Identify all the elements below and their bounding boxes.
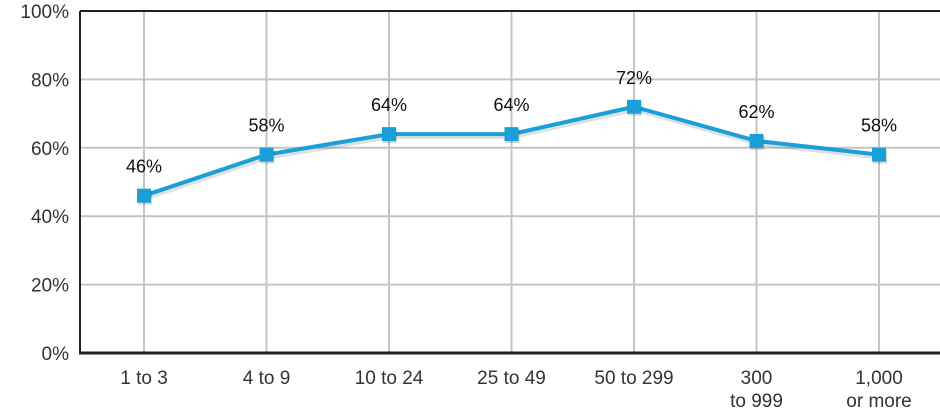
x-tick-label-5: 300 [741, 368, 773, 389]
grid-lines [80, 10, 940, 353]
y-tick-label-80: 80% [31, 70, 69, 91]
x-tick-label-6-line2: or more [846, 391, 911, 412]
data-point-6 [872, 147, 886, 162]
x-tick-label-0: 1 to 3 [120, 368, 168, 389]
data-label-2: 64% [371, 95, 407, 115]
x-tick-label-1: 4 to 9 [243, 368, 291, 389]
axes [79, 10, 940, 355]
y-tick-label-40: 40% [31, 207, 69, 228]
x-tick-labels: 1 to 3 4 to 9 10 to 24 25 to 49 50 to 299 300… [120, 368, 912, 412]
data-label-1: 58% [248, 116, 284, 136]
y-tick-label-0: 0% [42, 344, 70, 365]
data-label-4: 72% [616, 68, 652, 88]
data-label-0: 46% [126, 157, 162, 177]
y-tick-label-20: 20% [31, 276, 69, 297]
x-tick-label-6: 1,000 [855, 368, 903, 389]
x-tick-label-4: 50 to 299 [594, 368, 673, 389]
data-label-3: 64% [493, 95, 529, 115]
series-line-group [137, 99, 887, 205]
data-point-4 [627, 99, 641, 114]
data-label-6: 58% [861, 116, 897, 136]
data-labels: 46% 58% 64% 64% 72% 62% 58% [126, 68, 897, 177]
data-point-0 [137, 188, 151, 203]
y-tick-label-60: 60% [31, 139, 69, 160]
y-tick-labels: 0% 20% 40% 60% 80% 100% [20, 2, 69, 365]
data-point-1 [259, 147, 274, 162]
data-label-5: 62% [738, 102, 774, 122]
y-tick-label-100: 100% [20, 2, 69, 23]
data-point-2 [382, 127, 396, 142]
data-point-3 [504, 127, 519, 142]
x-tick-label-3: 25 to 49 [477, 368, 546, 389]
data-point-5 [749, 133, 764, 148]
x-tick-label-5-line2: to 999 [730, 391, 783, 412]
x-tick-label-2: 10 to 24 [355, 368, 424, 389]
